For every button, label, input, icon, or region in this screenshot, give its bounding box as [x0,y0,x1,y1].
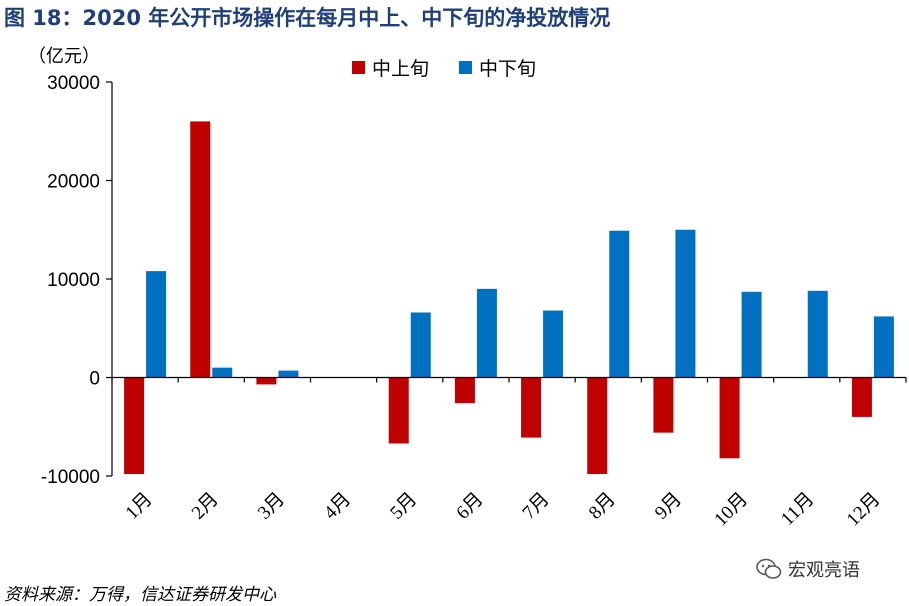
bar-series1 [719,377,740,459]
x-tick-label: 8月 [585,489,620,524]
source-note: 资料来源：万得，信达证券研发中心 [4,585,276,605]
bar-series2 [741,291,762,378]
x-tick-label: 2月 [188,489,223,524]
x-tick-label: 9月 [651,489,686,524]
y-tick-label: 20000 [47,172,100,193]
legend: 中上旬 中下旬 [352,54,566,81]
bar-series2 [146,271,167,378]
bar-series2 [212,367,233,378]
bar-series1 [454,377,475,404]
watermark-text: 宏观亮语 [788,560,860,581]
x-tick-label: 4月 [320,489,355,524]
legend-swatch-series1 [352,61,365,74]
bar-series2 [807,290,828,378]
x-tick-label: 6月 [452,489,487,524]
bar-series1 [521,377,542,438]
bar-series2 [410,312,431,378]
bar-series1 [256,377,277,385]
bar-series1 [124,377,145,475]
bar-series2 [609,230,630,378]
y-tick-label: 30000 [47,73,100,94]
wechat-icon [756,558,782,579]
y-tick-label: 0 [89,369,100,390]
bar-series1 [190,121,211,378]
watermark: 宏观亮语 [756,556,860,582]
legend-item-series1: 中上旬 [352,54,429,81]
x-tick-label: 7月 [519,489,554,524]
bar-series2 [873,316,894,378]
y-tick-label: 10000 [47,270,100,291]
y-unit-label: （亿元） [28,46,100,67]
bar-series2 [278,370,299,378]
x-tick-label: 1月 [122,489,157,524]
bar-series1 [388,377,409,444]
y-tick-label: -10000 [41,467,100,488]
bar-series1 [587,377,608,475]
legend-label-series2: 中下旬 [479,58,537,80]
x-tick-label: 11月 [777,489,818,530]
bar-series2 [476,288,497,378]
x-tick-label: 12月 [843,489,885,531]
legend-item-series2: 中下旬 [459,54,536,81]
x-tick-label: 5月 [386,489,421,524]
bar-series2 [675,229,696,378]
legend-label-series1: 中上旬 [372,58,430,80]
legend-swatch-series2 [459,61,473,74]
chart-title: 图 18：2020 年公开市场操作在每月中上、中下旬的净投放情况 [4,6,611,30]
x-tick-label: 10月 [710,489,752,531]
x-tick-label: 3月 [254,489,289,524]
bar-series1 [851,377,872,417]
bar-series2 [543,310,564,378]
bar-series1 [653,377,674,433]
